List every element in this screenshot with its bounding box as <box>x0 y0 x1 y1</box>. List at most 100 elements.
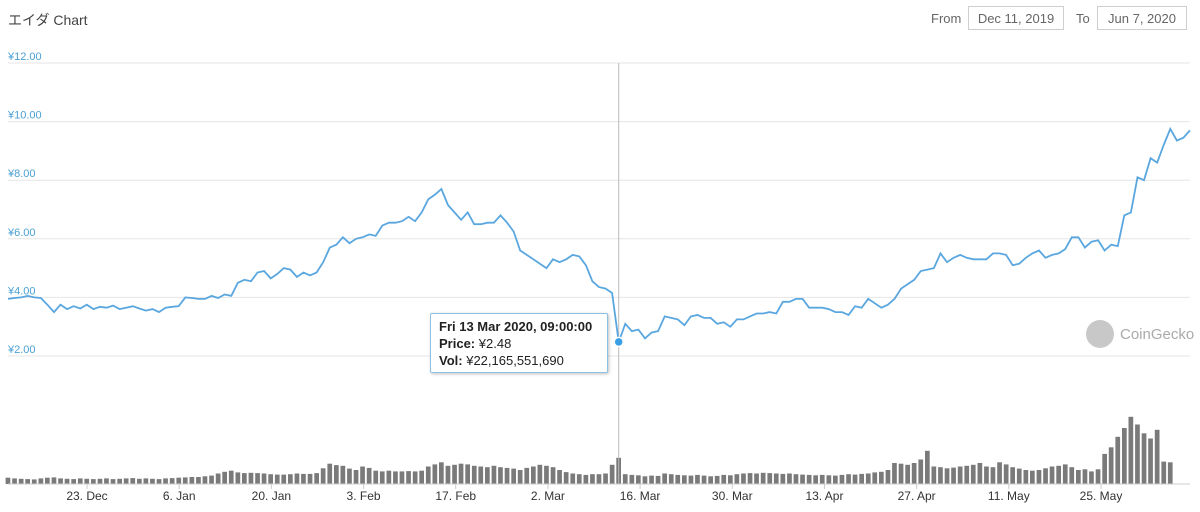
volume-bar <box>84 478 90 485</box>
volume-bar <box>800 474 805 485</box>
coingecko-logo: CoinGecko <box>1086 320 1196 350</box>
volume-bar <box>1154 429 1160 485</box>
y-tick-label: ¥12.00 <box>7 51 42 63</box>
gecko-icon <box>1086 320 1114 348</box>
volume-bar <box>228 470 234 484</box>
volume-bar <box>583 474 589 484</box>
volume-bar <box>767 473 773 484</box>
volume-bar <box>353 470 359 484</box>
volume-bar <box>662 473 667 484</box>
x-tick-label: 25. May <box>1080 489 1123 503</box>
volume-bar <box>537 464 543 485</box>
volume-bar <box>925 450 930 485</box>
volume-bar <box>215 473 221 484</box>
volume-bar <box>760 472 766 484</box>
volume-bar <box>852 474 858 485</box>
volume-bar <box>819 474 825 484</box>
x-tick-label: 6. Jan <box>163 489 196 503</box>
x-tick-label: 16. Mar <box>620 489 661 503</box>
volume-bar <box>1148 438 1153 484</box>
volume-bar <box>379 471 385 484</box>
volume-bar <box>471 465 477 484</box>
hover-point <box>613 336 624 348</box>
volume-bar <box>12 478 17 484</box>
volume-bar <box>432 464 438 484</box>
volume-bar <box>320 468 326 485</box>
volume-bar <box>45 477 50 484</box>
volume-bar <box>787 473 792 484</box>
volume-bar <box>754 473 759 484</box>
volume-bar <box>110 479 116 484</box>
volume-bar <box>5 477 11 484</box>
volume-bar <box>1076 470 1081 484</box>
from-label: From <box>931 11 962 26</box>
volume-bar <box>951 467 956 484</box>
volume-bar <box>747 473 753 484</box>
volume-bar <box>425 466 431 484</box>
volume-bar <box>688 475 694 484</box>
volume-bar <box>1141 433 1147 485</box>
volume-bar <box>91 479 96 484</box>
x-tick-label: 20. Jan <box>252 489 291 503</box>
volume-bar <box>839 474 845 484</box>
x-tick-label: 23. Dec <box>66 489 107 503</box>
volume-bar <box>531 466 536 484</box>
volume-bar <box>281 474 287 485</box>
volume-bar <box>879 471 884 485</box>
volume-bar <box>603 473 608 484</box>
volume-bar <box>97 478 103 485</box>
volume-bar <box>255 473 260 484</box>
to-date-input[interactable]: Jun 7, 2020 <box>1097 6 1187 30</box>
volume-bar <box>1095 469 1101 484</box>
volume-bar <box>340 465 346 484</box>
volume-bar <box>1016 468 1022 484</box>
to-label: To <box>1076 11 1090 26</box>
volume-bar <box>557 470 562 484</box>
volume-bar <box>517 470 523 484</box>
from-date-input[interactable]: Dec 11, 2019 <box>968 6 1064 30</box>
volume-bar <box>668 474 674 484</box>
volume-bar <box>18 478 24 485</box>
volume-bar <box>524 467 530 484</box>
volume-bar <box>314 473 319 484</box>
volume-bar <box>609 464 615 485</box>
volume-bar <box>366 467 372 484</box>
y-axis: ¥2.00 ¥4.00 ¥6.00 ¥8.00 ¥10.00 ¥12.00 <box>7 51 42 356</box>
volume-bar <box>780 473 786 484</box>
volume-bar <box>458 463 464 484</box>
volume-bar <box>58 478 63 484</box>
tooltip-volume: Vol: ¥22,165,551,690 <box>439 353 564 368</box>
volume-bar <box>1082 469 1088 484</box>
volume-bar <box>301 473 306 484</box>
volume-bar <box>360 466 365 484</box>
volume-bar <box>498 467 503 484</box>
volume-bar <box>1043 468 1048 485</box>
volume-bar <box>31 479 37 484</box>
volume-bar <box>1122 428 1127 484</box>
volume-bar <box>550 467 556 484</box>
volume-bar <box>590 474 595 484</box>
volume-bar <box>1056 465 1061 484</box>
volume-bar <box>714 475 720 484</box>
volume-bar <box>465 464 470 484</box>
volume-bar <box>682 475 687 485</box>
volume-bar <box>419 470 424 484</box>
volume-bar <box>1089 471 1094 484</box>
volume-bar <box>990 467 996 484</box>
volume-bar <box>938 467 943 484</box>
volume-bar <box>675 474 681 484</box>
volume-bar <box>261 473 267 484</box>
volume-bar <box>1135 424 1140 484</box>
volume-bar <box>242 473 247 484</box>
volume-bar <box>117 478 122 485</box>
volume-bar <box>1030 470 1035 484</box>
y-tick-label: ¥8.00 <box>7 168 36 180</box>
volume-bar <box>721 474 727 484</box>
volume-bar <box>1010 467 1015 484</box>
tooltip-date: Fri 13 Mar 2020, 09:00:00 <box>439 319 593 334</box>
volume-bars <box>5 416 1190 485</box>
volume-bar <box>347 468 352 484</box>
volume-bar <box>156 479 162 484</box>
volume-bar <box>373 470 379 484</box>
